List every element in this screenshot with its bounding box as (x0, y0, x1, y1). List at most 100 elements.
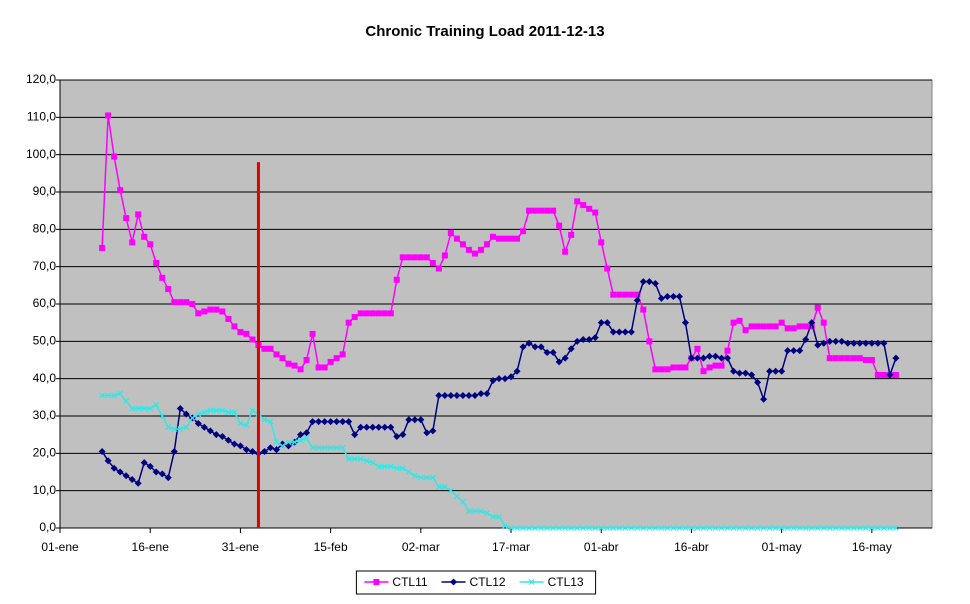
data-point (736, 369, 744, 377)
data-point (784, 325, 791, 332)
data-point (669, 293, 677, 301)
data-point (838, 525, 845, 531)
data-point (568, 525, 575, 531)
data-point (183, 299, 190, 306)
data-point (802, 335, 810, 343)
y-tick-label: 50,0 (33, 334, 57, 348)
legend-item: CTL13 (519, 575, 584, 589)
data-point (730, 367, 738, 375)
data-point (568, 231, 575, 238)
data-point (796, 347, 804, 355)
data-point (604, 265, 611, 272)
data-point (471, 391, 479, 399)
data-point (303, 435, 310, 442)
x-tick-label: 01-may (762, 540, 802, 554)
data-point (880, 339, 888, 347)
data-point (219, 308, 226, 315)
data-point (580, 202, 587, 209)
data-point (117, 390, 124, 397)
data-point (417, 416, 425, 424)
data-point (832, 525, 839, 531)
x-tick-label: 16-abr (674, 540, 709, 554)
data-point (429, 474, 436, 481)
data-point (357, 456, 364, 462)
data-point (790, 347, 798, 355)
y-tick-label: 0,0 (39, 520, 56, 534)
data-point (345, 319, 352, 326)
data-point (363, 457, 370, 464)
legend-label: CTL13 (548, 575, 584, 589)
data-point (760, 525, 767, 531)
data-point (303, 429, 311, 437)
data-point (525, 339, 533, 347)
data-point (622, 291, 629, 298)
data-point (111, 392, 118, 399)
data-point (507, 373, 515, 381)
data-point (628, 291, 635, 298)
data-point (832, 337, 840, 345)
data-point (453, 235, 460, 242)
data-point (224, 436, 232, 444)
data-point (200, 423, 208, 431)
data-point (110, 464, 118, 472)
data-point (526, 525, 533, 531)
data-point (158, 470, 166, 478)
data-point (796, 525, 803, 531)
data-point (880, 525, 887, 531)
data-point (273, 351, 280, 358)
data-point (580, 525, 587, 531)
data-point (129, 239, 136, 246)
data-point (213, 306, 220, 313)
data-point (772, 525, 779, 531)
data-point (309, 418, 317, 426)
data-point (98, 447, 106, 455)
data-point (688, 525, 695, 531)
data-point (146, 462, 154, 470)
y-tick-label: 30,0 (33, 408, 57, 422)
data-point (152, 468, 160, 476)
data-point (369, 310, 376, 317)
data-point (423, 254, 430, 261)
data-point (555, 358, 563, 366)
data-point (375, 463, 382, 470)
data-point (279, 442, 286, 449)
data-point (399, 465, 406, 472)
data-point (574, 525, 581, 531)
data-point (447, 230, 454, 237)
data-point (646, 338, 653, 345)
data-point (718, 362, 725, 369)
data-point (670, 364, 677, 371)
data-point (670, 525, 677, 531)
x-tick-label: 16-ene (132, 540, 170, 554)
data-point (544, 525, 551, 531)
data-point (195, 411, 202, 418)
data-point (327, 418, 335, 426)
data-point (248, 447, 256, 455)
data-point (466, 508, 472, 515)
data-point (225, 409, 232, 416)
data-point (177, 426, 184, 432)
data-point (230, 440, 238, 448)
data-point (459, 241, 466, 248)
data-point (165, 424, 172, 431)
data-point (285, 360, 292, 367)
data-point (598, 525, 605, 531)
data-point (477, 390, 485, 398)
data-point (543, 349, 551, 357)
data-point (514, 525, 520, 531)
data-point (321, 444, 328, 451)
data-point (111, 153, 118, 160)
data-point (706, 364, 713, 371)
data-point (387, 310, 394, 317)
data-point (562, 525, 569, 531)
data-point (754, 323, 761, 330)
data-point (766, 323, 773, 330)
data-point (195, 310, 202, 317)
data-point (339, 351, 346, 358)
x-tick-label: 15-feb (314, 540, 348, 554)
data-point (496, 235, 503, 242)
data-point (603, 319, 611, 327)
data-point (844, 339, 852, 347)
data-point (850, 355, 857, 362)
data-point (808, 319, 816, 327)
